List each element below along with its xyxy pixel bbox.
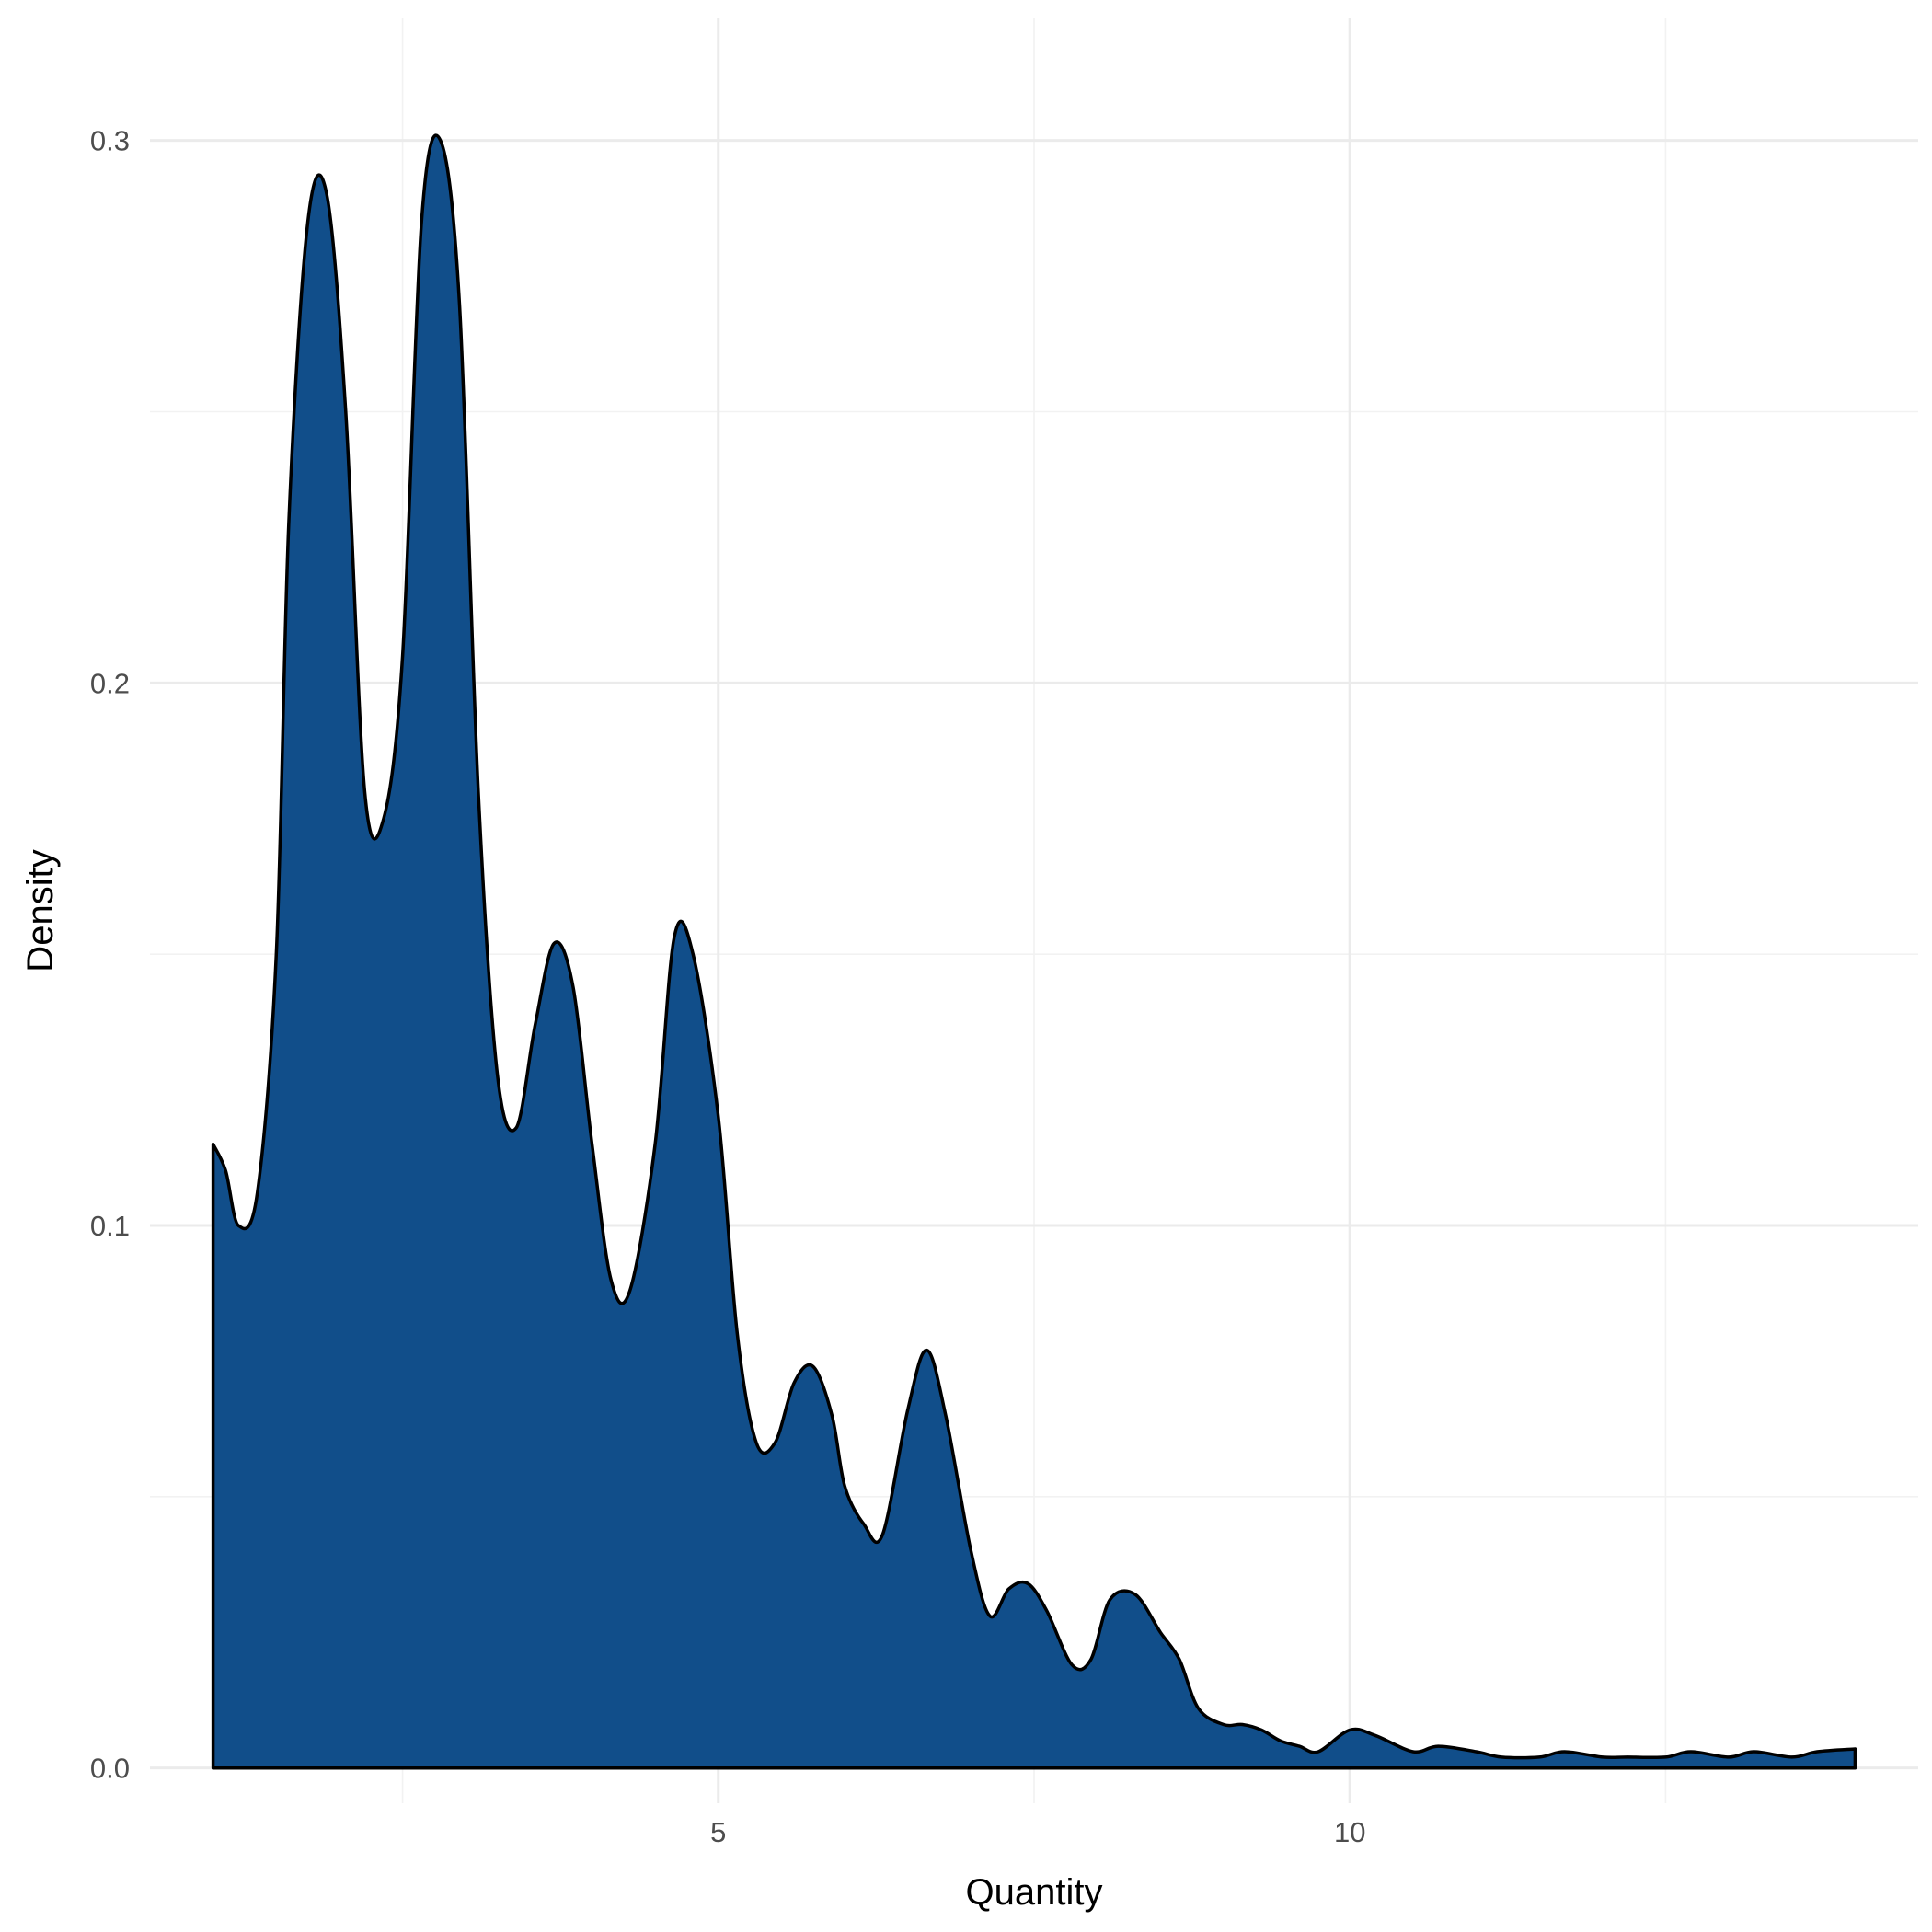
x-tick-label: 10 <box>1334 1816 1365 1848</box>
density-area <box>211 133 1857 1770</box>
y-tick-label: 0.2 <box>90 667 130 699</box>
y-tick-label: 0.0 <box>90 1753 130 1785</box>
y-tick-label: 0.1 <box>90 1210 130 1242</box>
y-axis-tick-labels: 0.0 0.1 0.2 0.3 <box>90 125 130 1785</box>
x-tick-label: 5 <box>710 1816 726 1848</box>
y-tick-label: 0.3 <box>90 125 130 157</box>
x-axis-title: Quantity <box>966 1872 1103 1913</box>
x-axis-tick-labels: 5 10 <box>710 1816 1365 1848</box>
y-axis-title: Density <box>20 849 61 972</box>
